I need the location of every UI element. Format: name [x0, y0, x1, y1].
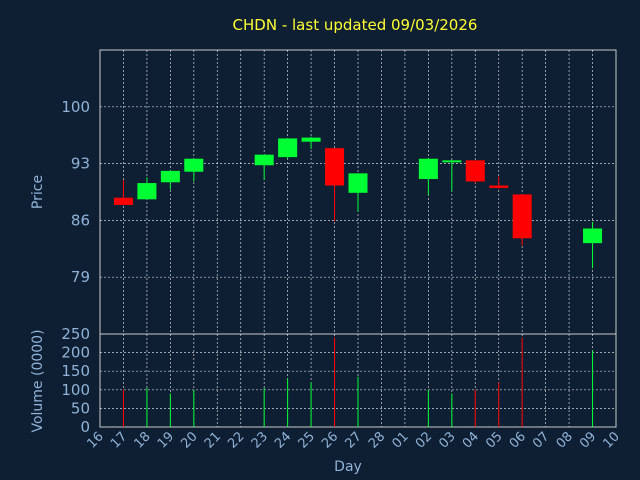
volume-tick-label: 250	[61, 325, 90, 343]
candle	[137, 177, 157, 200]
price-tick-label: 86	[71, 211, 90, 229]
candle-body	[489, 185, 509, 188]
volume-tick-label: 200	[61, 344, 90, 362]
candle	[583, 222, 603, 269]
candle-body	[184, 158, 204, 172]
price-tick-label: 93	[71, 155, 90, 173]
candle	[489, 176, 509, 189]
candle	[325, 148, 345, 222]
x-axis: 16 17 18 19 20 21 22 23 24 25 26 27 28 01 02 03 04 05 06 07…	[85, 429, 623, 451]
candle-body	[512, 194, 532, 239]
candle-body	[348, 173, 368, 193]
candle	[278, 138, 298, 159]
volume-tick-label: 0	[80, 418, 90, 436]
volume-tick-label: 150	[61, 362, 90, 380]
candle	[418, 157, 438, 196]
price-tick-label: 79	[71, 268, 90, 286]
candle-body	[113, 197, 133, 205]
candle-body	[418, 158, 438, 180]
candle	[442, 159, 462, 192]
candle	[301, 136, 321, 149]
volume-axis-label: Volume (0000)	[30, 329, 46, 432]
chart-title: CHDN - last updated 09/03/2026	[233, 16, 478, 34]
candle	[254, 154, 274, 180]
candle-body	[325, 148, 345, 186]
candle-body	[465, 160, 485, 182]
volume-tick-label: 50	[71, 399, 90, 417]
candle	[113, 179, 133, 205]
price-axis-label: Price	[30, 175, 46, 209]
candle-body	[278, 138, 298, 158]
candle-body	[254, 154, 274, 166]
volume-tick-label: 100	[61, 381, 90, 399]
candle	[160, 170, 180, 190]
candle	[465, 160, 485, 184]
x-axis-label: Day	[334, 459, 362, 475]
price-panel: 79 86 93 100	[61, 49, 617, 335]
candle-body	[583, 228, 603, 244]
candle-body	[137, 183, 157, 200]
candle-body	[442, 160, 462, 163]
candle	[512, 194, 532, 246]
candle	[184, 158, 204, 182]
candle-body	[160, 170, 180, 183]
price-tick-label: 100	[61, 98, 90, 116]
candle-body	[301, 137, 321, 142]
candle	[348, 173, 368, 212]
